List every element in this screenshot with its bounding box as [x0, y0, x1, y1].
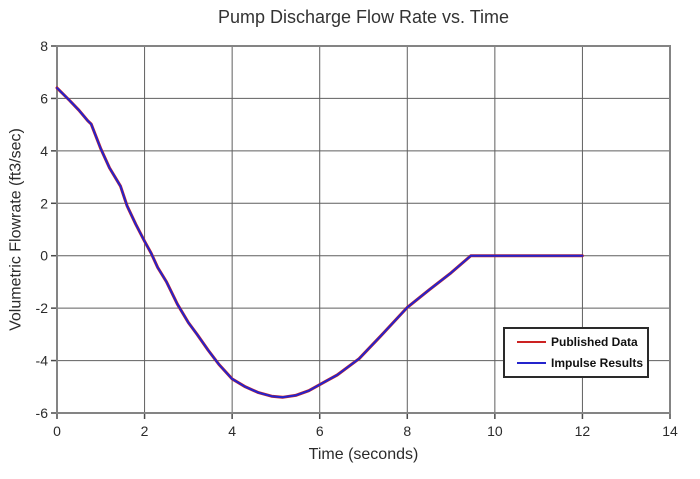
x-tick-label: 6	[316, 423, 324, 439]
legend-label-impulse-results: Impulse Results	[551, 355, 644, 370]
y-tick-label: -2	[36, 300, 49, 316]
legend-item-impulse-results: Impulse Results	[517, 356, 647, 370]
series-line-impulse-results	[56, 86, 584, 399]
x-tick-label: 8	[403, 423, 411, 439]
x-tick-label: 0	[53, 423, 61, 439]
y-tick-label: 2	[40, 195, 48, 211]
y-tick-label: 6	[40, 90, 48, 106]
legend-line-swatch-red	[517, 341, 546, 344]
y-tick-label: -4	[36, 353, 49, 369]
y-tick-label: 4	[40, 143, 48, 159]
legend: Published Data Impulse Results	[503, 327, 649, 378]
y-tick-label: -6	[36, 405, 49, 421]
x-tick-label: 12	[575, 423, 591, 439]
x-tick-label: 4	[228, 423, 236, 439]
x-axis-title: Time (seconds)	[308, 446, 419, 463]
chart-title: Pump Discharge Flow Rate vs. Time	[217, 7, 510, 27]
legend-item-published-data: Published Data	[517, 335, 647, 349]
x-tick-label: 14	[662, 423, 678, 439]
legend-label-published-data: Published Data	[551, 335, 638, 350]
y-axis-title: Volumetric Flowrate (ft3/sec)	[7, 128, 25, 331]
legend-line-swatch-blue	[517, 361, 546, 364]
x-tick-label: 10	[487, 423, 503, 439]
y-tick-label: 0	[40, 248, 48, 264]
y-tick-label: 8	[40, 38, 48, 54]
x-tick-label: 2	[141, 423, 149, 439]
plot-border	[56, 45, 671, 414]
